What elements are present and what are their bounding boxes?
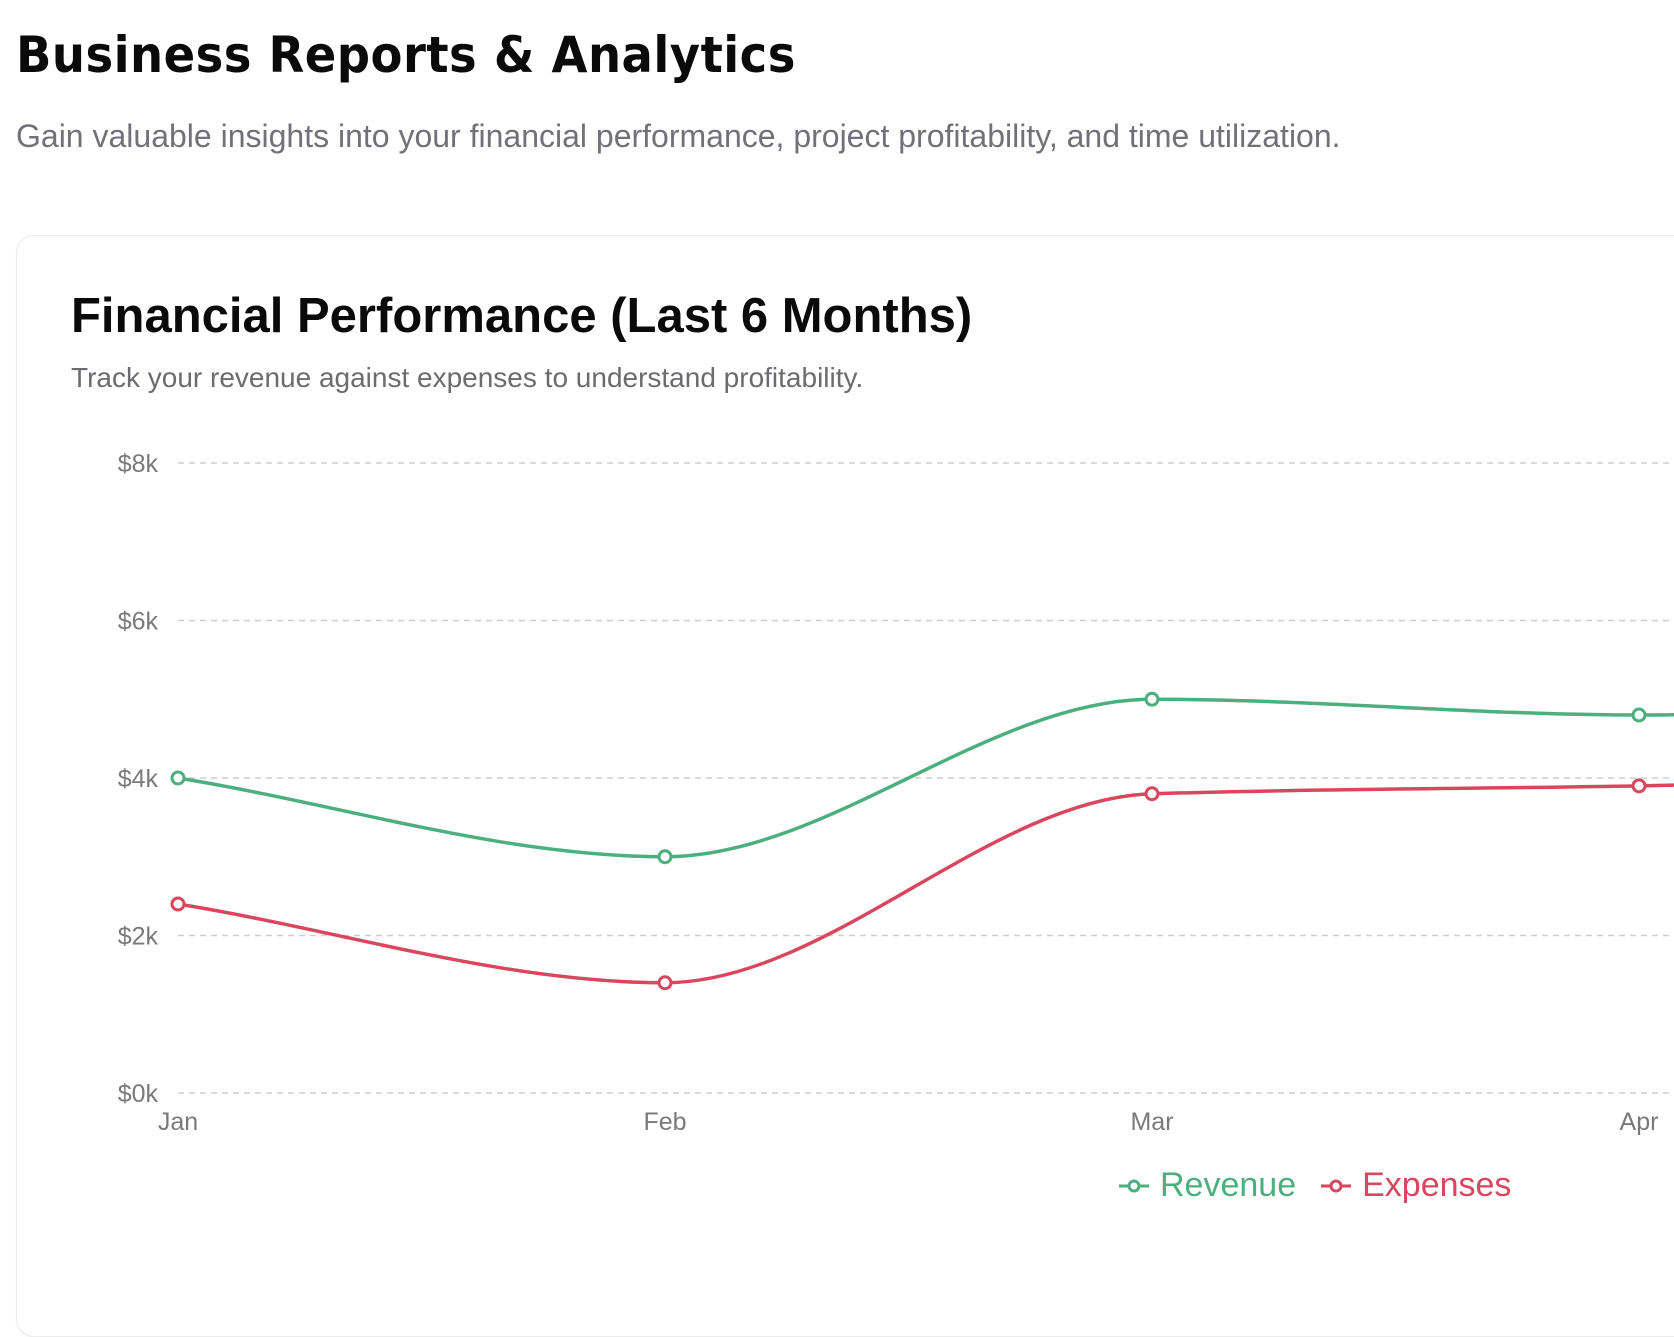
data-point-revenue[interactable] [1144, 691, 1160, 707]
series-lines [177, 697, 1674, 985]
data-point-revenue[interactable] [1631, 707, 1647, 723]
y-axis-ticks: $0k $2k $4k $6k $8k [118, 450, 159, 1108]
card-subtitle: Track your revenue against expenses to u… [71, 362, 864, 393]
legend-expenses-icon [1321, 1179, 1352, 1192]
x-tick-label: Jan [158, 1108, 198, 1136]
data-point-revenue[interactable] [170, 770, 186, 786]
y-tick-label: $2k [118, 923, 159, 951]
y-tick-label: $6k [118, 608, 159, 636]
x-tick-label: Mar [1130, 1108, 1173, 1136]
series-line-revenue [177, 697, 1674, 859]
data-point-expenses[interactable] [657, 975, 673, 991]
legend-revenue-icon [1119, 1179, 1149, 1192]
page-subtitle: Gain valuable insights into your financi… [16, 118, 1341, 154]
x-tick-label: Apr [1620, 1108, 1659, 1136]
series-points [170, 691, 1647, 991]
y-tick-label: $4k [118, 765, 159, 793]
chart-legend: Revenue Expenses [1118, 1166, 1511, 1205]
y-tick-label: $8k [118, 450, 159, 478]
data-point-revenue[interactable] [657, 849, 673, 865]
data-point-expenses[interactable] [1631, 778, 1647, 794]
data-point-expenses[interactable] [170, 896, 186, 912]
page-title: Business Reports & Analytics [16, 26, 796, 84]
x-tick-label: Feb [643, 1108, 686, 1136]
legend-expenses-label: Expenses [1362, 1166, 1512, 1204]
legend-item-expenses[interactable]: Expenses [1320, 1166, 1511, 1205]
series-line-expenses [177, 783, 1674, 985]
financial-performance-card [16, 235, 1674, 1337]
x-axis-ticks: Jan Feb Mar Apr [158, 1108, 1659, 1136]
legend-revenue-label: Revenue [1160, 1166, 1297, 1204]
card-title: Financial Performance (Last 6 Months) [71, 289, 973, 343]
line-chart: $0k $2k $4k $6k $8k Jan Feb Mar Apr [118, 450, 1674, 1136]
legend-item-revenue[interactable]: Revenue [1118, 1166, 1296, 1205]
data-point-expenses[interactable] [1144, 786, 1160, 802]
y-tick-label: $0k [118, 1080, 159, 1108]
chart-grid [178, 462, 1674, 1094]
